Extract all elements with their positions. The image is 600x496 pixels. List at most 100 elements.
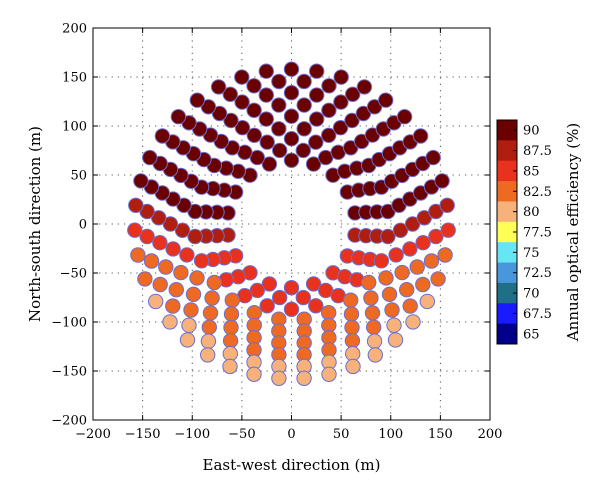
x-tick-label: −150 — [125, 427, 161, 442]
heliostat-point — [296, 121, 312, 137]
heliostat-point — [234, 69, 250, 85]
heliostat-point — [399, 282, 415, 298]
heliostat-point — [295, 289, 311, 306]
heliostat-point — [271, 121, 287, 137]
heliostat-point — [283, 85, 300, 101]
colorbar-tick-label: 85 — [523, 164, 540, 179]
heliostat-point — [344, 112, 360, 129]
colorbar-tick-label: 90 — [523, 124, 540, 139]
heliostat-point — [440, 222, 456, 238]
heliostat-point — [367, 347, 383, 363]
heliostat-point — [283, 131, 300, 147]
colorbar-tick-label: 65 — [523, 327, 540, 342]
heliostat-point — [356, 79, 373, 95]
heliostat-point — [165, 298, 181, 314]
heliostat-point — [246, 102, 262, 119]
heliostat-point — [130, 247, 146, 263]
heliostat-point — [261, 156, 278, 172]
heliostat-point — [223, 112, 239, 129]
colorbar-label: Annual optical efficiency (%) — [564, 123, 582, 342]
x-tick-label: −100 — [174, 427, 210, 442]
heliostat-point — [148, 293, 164, 310]
heliostat-point — [222, 358, 238, 375]
heliostat-point — [345, 358, 361, 375]
heliostat-point — [321, 78, 337, 94]
heliostat-point — [296, 370, 312, 386]
heliostat-point — [296, 73, 312, 90]
heliostat-point — [211, 105, 228, 122]
colorbar-tick-label: 67.5 — [523, 307, 552, 322]
heliostat-point — [388, 247, 404, 263]
heliostat-point — [309, 87, 325, 103]
heliostat-point — [333, 69, 349, 85]
heliostat-point — [246, 127, 263, 144]
colorbar-swatch — [497, 181, 517, 202]
colorbar-tick-label: 87.5 — [523, 144, 552, 159]
x-tick-label: 100 — [378, 427, 403, 442]
heliostat-point — [210, 79, 227, 95]
colorbar-swatch — [497, 242, 517, 263]
y-tick-label: 0 — [79, 218, 87, 233]
heliostat-point — [139, 228, 155, 245]
heliostat-point — [409, 259, 425, 275]
heliostat-point — [127, 222, 143, 238]
colorbar-tick-label: 82.5 — [523, 185, 552, 200]
heliostat-point — [364, 305, 381, 321]
heliostat-point — [343, 306, 360, 322]
heliostat-point — [380, 228, 396, 245]
heliostat-point — [206, 274, 223, 291]
heliostat-point — [224, 292, 241, 308]
colorbar-tick-label: 80 — [523, 205, 540, 220]
colorbar-swatch — [497, 323, 517, 345]
heliostat-points — [127, 61, 456, 386]
grid-lines — [93, 28, 490, 420]
x-tick-label: 150 — [428, 427, 453, 442]
heliostat-point — [415, 276, 431, 293]
colorbar-swatch — [497, 140, 517, 162]
heliostat-point — [223, 319, 239, 336]
colorbar-tick-label: 75 — [523, 246, 540, 261]
heliostat-point — [272, 289, 288, 306]
x-axis-label: East-west direction (m) — [203, 456, 381, 474]
heliostat-point — [201, 319, 218, 335]
x-tick-label: −200 — [75, 427, 111, 442]
heliostat-point — [296, 97, 312, 113]
heliostat-point — [378, 270, 394, 286]
heliostat-point — [419, 293, 435, 310]
colorbar-tick-label: 70 — [523, 287, 540, 302]
heliostat-point — [173, 264, 189, 281]
heliostat-point — [402, 241, 418, 257]
heliostat-point — [343, 292, 359, 308]
heliostat-point — [363, 290, 379, 306]
heliostat-point — [283, 108, 300, 124]
axis-ticks: −200 −150 −100 −50 0 50 100 150 200 −200 −150 −100 −… — [51, 22, 502, 443]
heliostat-point — [128, 197, 144, 214]
heliostat-point — [392, 222, 409, 239]
heliostat-point — [378, 92, 394, 108]
heliostat-point — [271, 73, 287, 90]
colorbar: 90 87.5 85 82.5 80 77.5 75 72.5 70 67.5 65 — [496, 119, 552, 345]
heliostat-point — [200, 333, 217, 349]
heliostat-point — [332, 120, 349, 136]
heliostat-point — [295, 142, 311, 159]
heliostat-point — [344, 319, 360, 336]
colorbar-swatch — [497, 120, 517, 141]
heliostat-point — [258, 87, 274, 103]
heliostat-point — [272, 142, 288, 159]
y-tick-label: 100 — [62, 120, 87, 135]
heliostat-point — [202, 305, 219, 321]
heliostat-point — [439, 197, 455, 214]
y-tick-label: −100 — [51, 316, 87, 331]
heliostat-point — [283, 61, 300, 77]
heliostat-point — [261, 276, 278, 292]
heliostat-point — [152, 276, 168, 293]
heliostat-point — [308, 134, 324, 150]
heliostat-point — [246, 78, 262, 94]
heliostat-point — [183, 302, 199, 318]
heliostat-point — [258, 111, 274, 127]
heliostat-point — [168, 282, 185, 298]
heliostat-point — [430, 271, 446, 287]
heliostat-point — [345, 86, 361, 103]
heliostat-point — [355, 105, 372, 122]
